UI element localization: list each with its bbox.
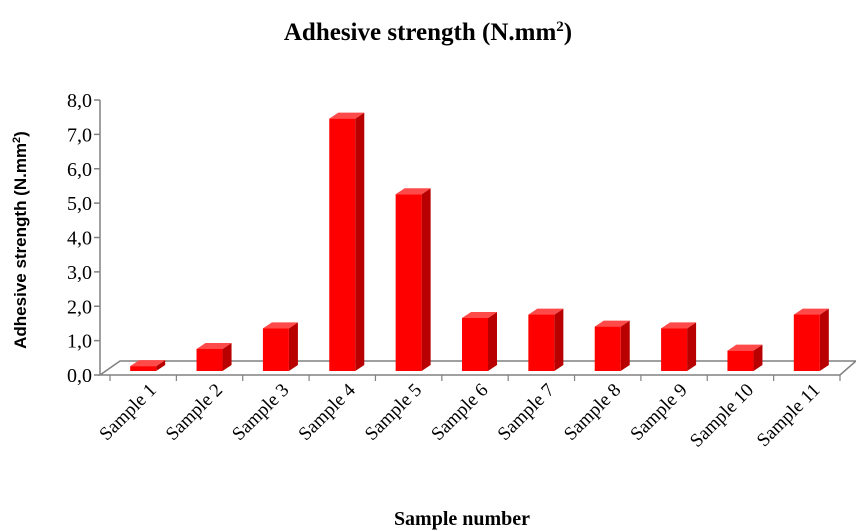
- bar-top: [528, 308, 564, 315]
- y-axis-label: Adhesive strength (N.mm2): [11, 131, 30, 349]
- bar-side: [753, 344, 763, 371]
- x-tick-label: Sample 10: [686, 380, 758, 452]
- axes: [94, 99, 856, 381]
- bar-front: [262, 328, 289, 371]
- bar-side: [222, 342, 232, 371]
- bar-front: [196, 348, 223, 371]
- bar: [528, 308, 564, 371]
- bar-top: [462, 312, 497, 318]
- bar-front: [329, 118, 356, 371]
- bar: [661, 322, 697, 371]
- y-tick-label: 0,0: [67, 365, 92, 387]
- chart-title-text: Adhesive strength (N.mm: [284, 19, 557, 46]
- chart-title-close: ): [564, 19, 572, 46]
- bar-side: [156, 360, 166, 371]
- bar-top: [594, 320, 630, 327]
- bar-side: [288, 322, 298, 371]
- bar-top: [727, 344, 763, 351]
- x-tick-label: Sample 2: [162, 380, 227, 445]
- x-axis-floor: [97, 360, 856, 376]
- bar-front: [528, 314, 555, 371]
- y-tick-label: 4,0: [67, 228, 92, 250]
- bar-top: [395, 188, 431, 195]
- x-tick-label: Sample 7: [494, 380, 559, 445]
- bar-top: [262, 322, 298, 329]
- bar-side: [554, 308, 564, 371]
- bar: [462, 312, 497, 371]
- y-axis-label-superscript: 2: [11, 137, 23, 143]
- y-tick-labels: 0,0 1,0 2,0 3,0 4,0 5,0 6,0 7,0 8,0: [67, 90, 92, 387]
- bar-top: [793, 308, 829, 315]
- bar-side: [488, 312, 497, 371]
- x-tick-label: Sample 11: [753, 380, 824, 451]
- bar-top: [196, 342, 232, 349]
- y-axis-label-close: ): [11, 131, 30, 137]
- bar-front: [130, 366, 157, 371]
- y-tick-label: 8,0: [67, 90, 92, 112]
- bar-front: [462, 318, 488, 371]
- bar-front: [661, 328, 688, 371]
- y-tick-label: 3,0: [67, 262, 92, 284]
- bar-top: [329, 112, 365, 119]
- bar: [196, 342, 232, 371]
- x-tick-label: Sample 3: [228, 380, 293, 445]
- bar-top: [130, 360, 166, 367]
- bar: [727, 344, 763, 371]
- y-tick-label: 5,0: [67, 193, 92, 215]
- bar-side: [421, 188, 431, 371]
- y-tick-label: 6,0: [67, 159, 92, 181]
- chart-title-superscript: 2: [556, 19, 564, 35]
- bars: [130, 112, 829, 371]
- x-tick-label: Sample 4: [295, 379, 361, 445]
- x-axis-label: Sample number: [394, 508, 530, 530]
- bar-side: [819, 308, 829, 371]
- bar-side: [620, 320, 630, 371]
- x-tick-labels: Sample 1 Sample 2 Sample 3 Sample 4 Sample 5…: [95, 379, 824, 451]
- bar-front: [395, 194, 422, 371]
- bar: [793, 308, 829, 371]
- bar-side: [687, 322, 697, 371]
- y-axis-label-text: Adhesive strength (N.mm: [11, 143, 30, 349]
- bar-side: [355, 112, 365, 371]
- x-tick-label: Sample 5: [361, 380, 426, 445]
- y-tick-label: 7,0: [67, 124, 92, 146]
- y-tick-label: 2,0: [67, 296, 92, 318]
- bar: [130, 360, 166, 371]
- bar: [329, 112, 365, 371]
- x-tick-label: Sample 9: [626, 380, 691, 445]
- bar-front: [594, 326, 621, 371]
- x-tick-label: Sample 1: [95, 380, 160, 445]
- y-tick-label: 1,0: [67, 331, 92, 353]
- bar: [262, 322, 298, 371]
- x-tick-label: Sample 6: [427, 380, 492, 445]
- bar: [395, 188, 431, 371]
- chart-title: Adhesive strength (N.mm2): [284, 19, 572, 46]
- bar-front: [727, 350, 754, 371]
- bar-top: [661, 322, 697, 329]
- bar: [594, 320, 630, 371]
- x-tick-label: Sample 8: [560, 380, 625, 445]
- bar-front: [793, 314, 820, 371]
